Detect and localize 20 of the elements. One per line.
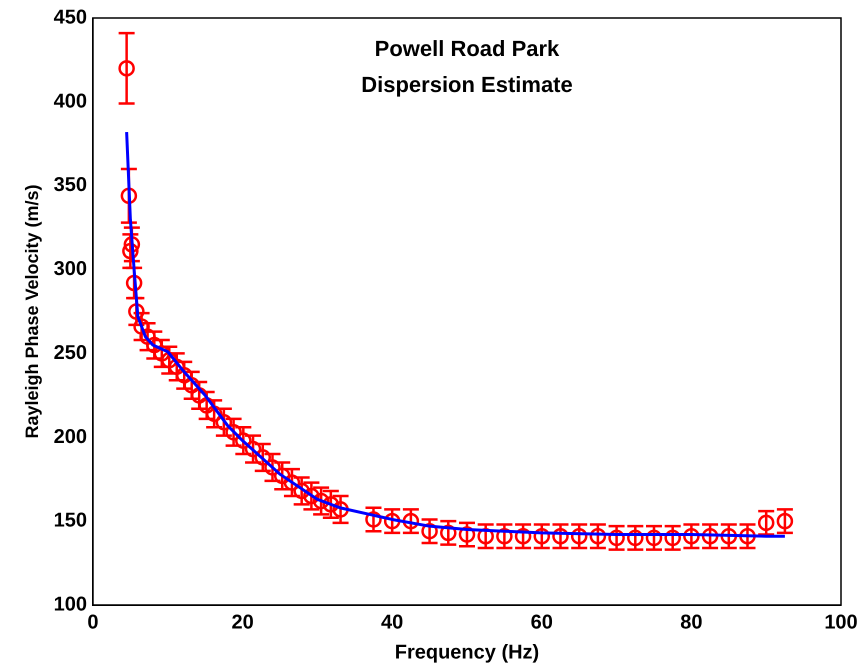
point (118, 60, 135, 77)
y-tick-label: 100 (54, 594, 87, 616)
y-tick-label: 250 (54, 342, 87, 364)
y-tick-label: 450 (54, 6, 87, 29)
y-tick-label: 400 (54, 90, 87, 112)
y-tick-label: 350 (54, 174, 87, 196)
x-tick-label: 40 (381, 612, 404, 634)
x-tick-label: 60 (530, 612, 553, 634)
point (758, 514, 774, 532)
x-tick-label: 80 (680, 612, 703, 634)
y-tick-label: 150 (54, 510, 87, 532)
y-tick-label: 200 (54, 426, 87, 448)
x-tick-label: 100 (824, 612, 858, 634)
x-tick-label: 0 (87, 612, 99, 634)
text: Powell Road Park Dispersion Estimate (361, 36, 573, 98)
y-tick-label: 300 (54, 258, 87, 280)
y-axis-title: Rayleigh Phase Velocity (m/s) (22, 184, 42, 439)
x-tick-label: 20 (231, 612, 254, 634)
x-axis-title: Frequency (Hz) (394, 642, 540, 664)
point (776, 512, 794, 530)
